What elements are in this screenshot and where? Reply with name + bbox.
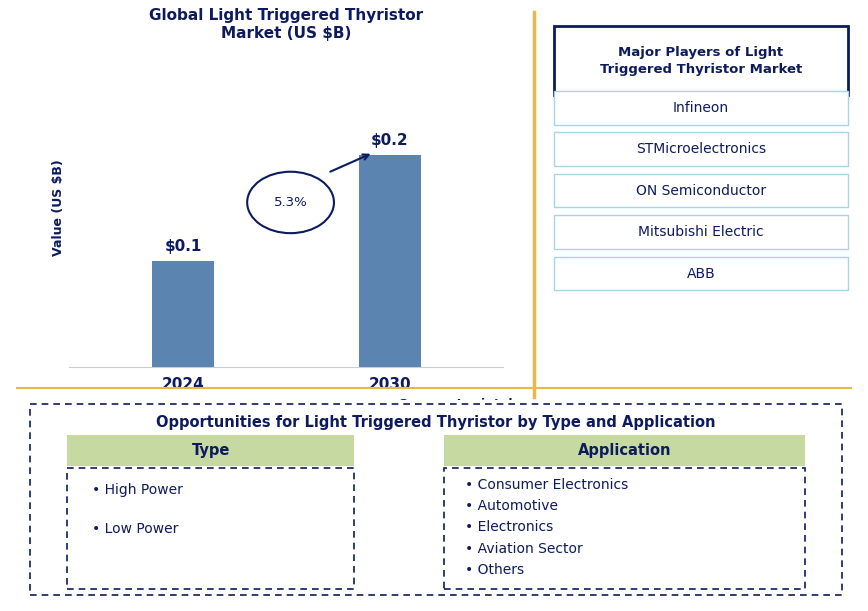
Y-axis label: Value (US $B): Value (US $B)	[52, 159, 65, 256]
Text: Major Players of Light
Triggered Thyristor Market: Major Players of Light Triggered Thyrist…	[600, 46, 802, 76]
Text: Application: Application	[578, 443, 672, 458]
FancyBboxPatch shape	[67, 435, 354, 466]
Text: STMicroelectronics: STMicroelectronics	[636, 142, 766, 156]
Title: Global Light Triggered Thyristor
Market (US $B): Global Light Triggered Thyristor Market …	[149, 9, 424, 41]
Bar	[152, 261, 214, 367]
FancyBboxPatch shape	[554, 215, 848, 249]
Text: • Others: • Others	[465, 563, 524, 577]
FancyBboxPatch shape	[554, 133, 848, 166]
FancyBboxPatch shape	[67, 468, 354, 589]
Text: • Low Power: • Low Power	[92, 522, 178, 536]
Text: $0.2: $0.2	[371, 133, 409, 148]
Ellipse shape	[247, 172, 334, 233]
Text: • Electronics: • Electronics	[465, 521, 553, 535]
Bar	[358, 155, 421, 367]
Text: ABB: ABB	[687, 266, 715, 280]
Text: • High Power: • High Power	[92, 483, 182, 497]
Text: • Automotive: • Automotive	[465, 499, 558, 513]
Text: Opportunities for Light Triggered Thyristor by Type and Application: Opportunities for Light Triggered Thyris…	[156, 414, 716, 430]
Text: • Consumer Electronics: • Consumer Electronics	[465, 478, 628, 492]
Text: • Aviation Sector: • Aviation Sector	[465, 542, 582, 556]
FancyBboxPatch shape	[444, 468, 806, 589]
Text: Mitsubishi Electric: Mitsubishi Electric	[638, 225, 764, 239]
Text: Source: Lucintel: Source: Lucintel	[398, 398, 512, 411]
FancyBboxPatch shape	[554, 257, 848, 290]
FancyBboxPatch shape	[554, 174, 848, 208]
FancyBboxPatch shape	[554, 26, 848, 95]
Text: Type: Type	[192, 443, 230, 458]
Text: ON Semiconductor: ON Semiconductor	[636, 184, 766, 197]
Text: 5.3%: 5.3%	[273, 196, 307, 209]
FancyBboxPatch shape	[554, 91, 848, 125]
Text: $0.1: $0.1	[164, 240, 201, 254]
FancyBboxPatch shape	[444, 435, 806, 466]
FancyBboxPatch shape	[30, 404, 842, 595]
Text: Infineon: Infineon	[673, 101, 729, 115]
